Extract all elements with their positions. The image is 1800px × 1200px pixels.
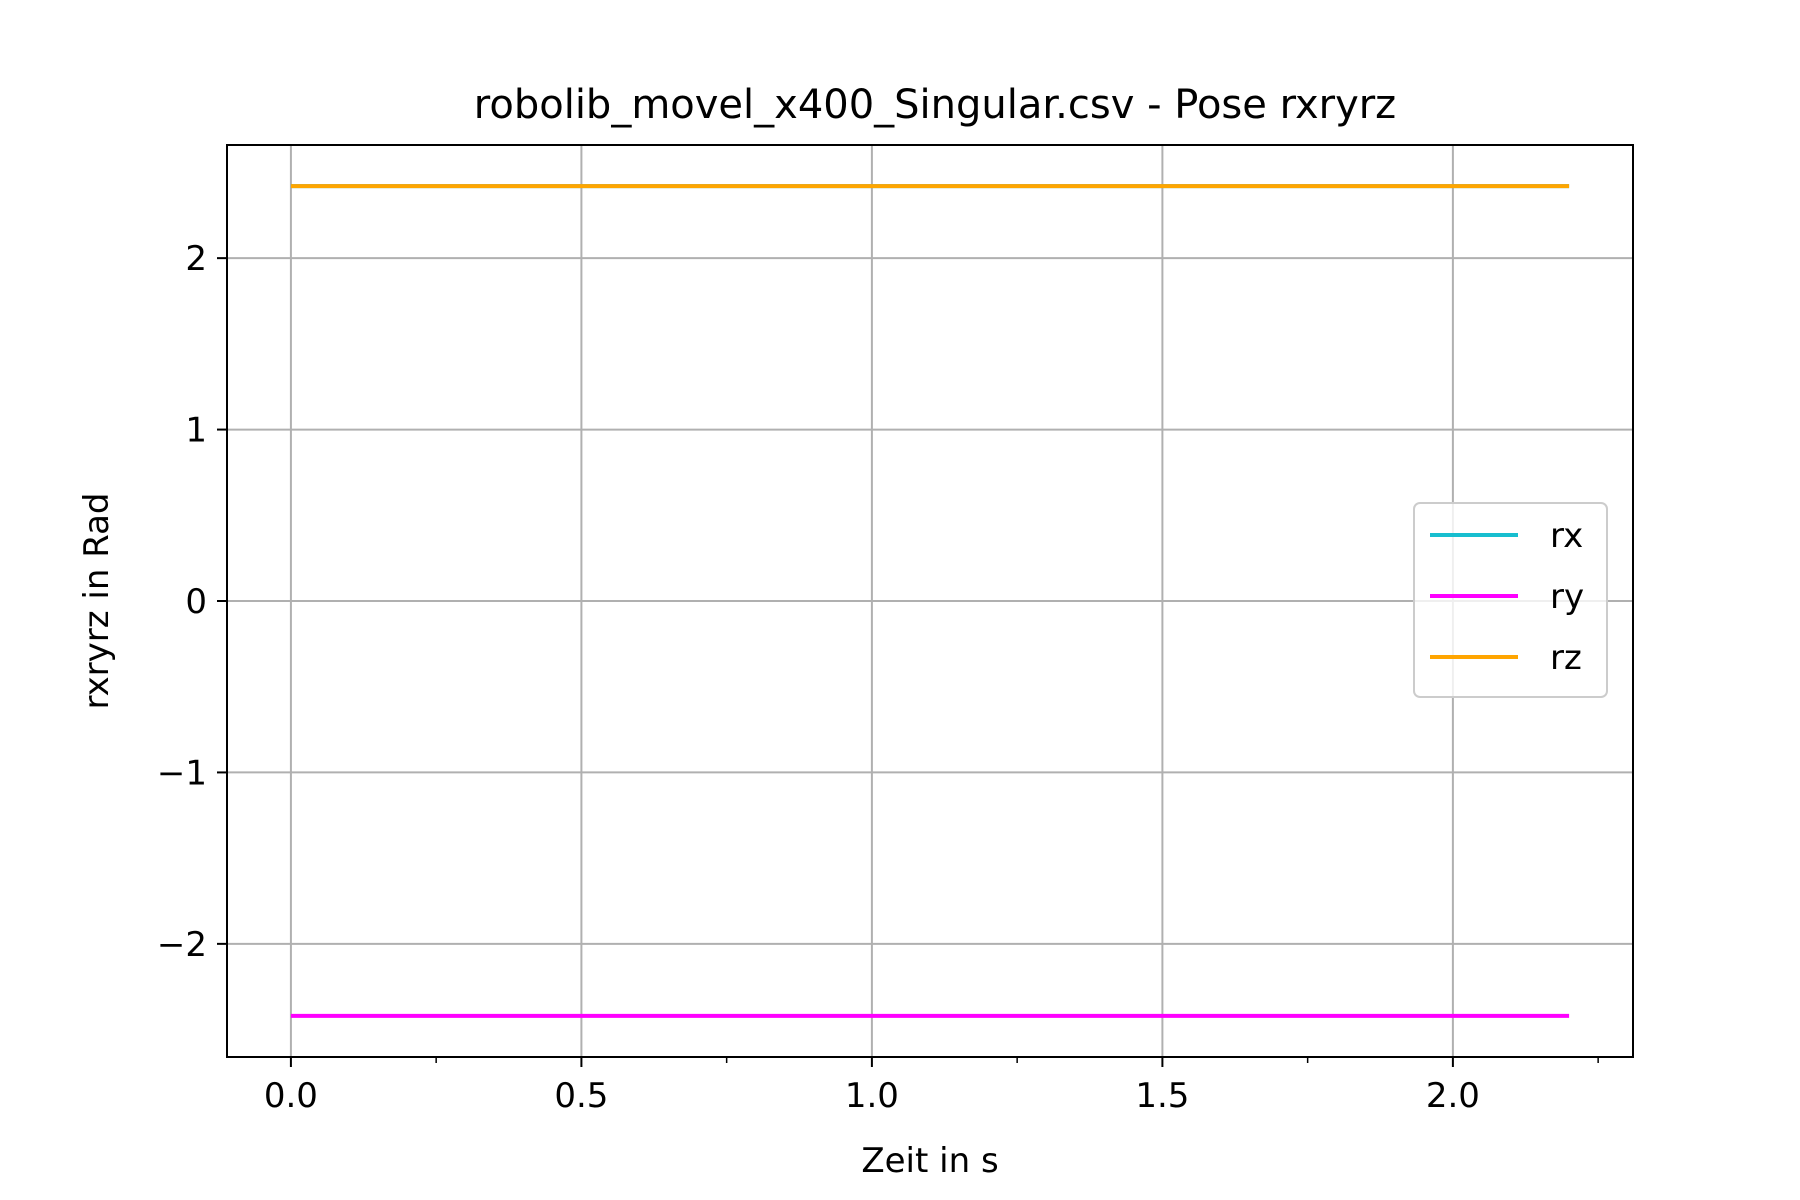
- y-axis-label: rxryrz in Rad: [77, 492, 117, 709]
- legend-box: [1413, 502, 1608, 698]
- legend-label-ry: ry: [1550, 577, 1584, 617]
- x-axis-label: Zeit in s: [861, 1141, 998, 1181]
- series-lines: [290, 184, 1570, 1018]
- chart-title: robolib_movel_x400_Singular.csv - Pose r…: [474, 82, 1396, 128]
- legend-label-rz: rz: [1550, 638, 1582, 678]
- legend-label-rx: rx: [1550, 516, 1583, 556]
- x-tick-label: 1.0: [845, 1076, 899, 1116]
- x-tick-label: 0.5: [554, 1076, 608, 1116]
- x-tick-label: 1.5: [1135, 1076, 1189, 1116]
- x-tick-label: 2.0: [1426, 1076, 1480, 1116]
- y-tick-label: 2: [185, 239, 207, 279]
- y-tick-label: −1: [157, 753, 207, 793]
- x-tick-label: 0.0: [264, 1076, 318, 1116]
- legend: rx ry rz: [1413, 502, 1608, 698]
- y-tick-label: 1: [185, 411, 207, 451]
- y-tick-label: −2: [157, 925, 207, 965]
- axis-ticks: 0.0 0.5 1.0 1.5 2.0 −2 −1 0 1 2: [157, 239, 1599, 1116]
- y-tick-label: 0: [185, 582, 207, 622]
